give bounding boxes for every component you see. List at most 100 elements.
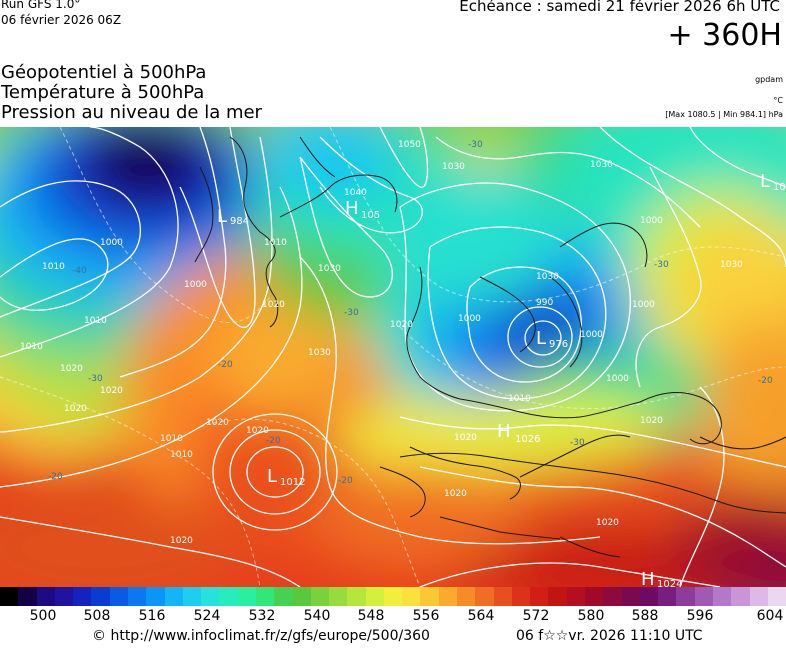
center-value: 10	[773, 182, 786, 193]
low-center-984: L 984	[217, 206, 249, 227]
isobar-label: 1020	[246, 426, 269, 436]
colorscale-swatch	[201, 587, 220, 606]
low-center-1012: L 1012	[267, 466, 305, 488]
center-value: 1012	[280, 477, 305, 488]
colorscale-label: 508	[83, 608, 111, 624]
colorscale-swatch	[402, 587, 421, 606]
pressure-centers: L 984 H 105 L 976 H 1026 L 1012 L 10	[217, 171, 786, 587]
center-letter: L	[267, 466, 277, 487]
colorscale-swatch	[566, 587, 585, 606]
colorscale-label: 580	[577, 608, 605, 624]
layer-geopotential-label: Géopotentiel à 500hPa	[1, 62, 207, 83]
temperature-label: -30	[654, 260, 669, 270]
colorscale-swatch	[548, 587, 567, 606]
center-value: 105	[361, 210, 380, 221]
colorscale-swatch	[237, 587, 256, 606]
colorscale-swatch	[347, 587, 366, 606]
colorscale-swatch	[255, 587, 275, 606]
colorscale-swatch	[767, 587, 786, 606]
isobar-label: 1020	[390, 320, 413, 330]
layer-pressure-label: Pression au niveau de la mer	[1, 102, 262, 123]
isobar-label: 1000	[100, 238, 123, 248]
weather-map: 1010 1000 1010 1000 1020 1020 1010 1020 …	[0, 127, 786, 587]
isobars	[0, 127, 786, 587]
isobar-label: 1030	[720, 260, 743, 270]
center-letter: H	[497, 421, 511, 442]
colorscale-swatch	[164, 587, 183, 606]
colorscale-swatch	[292, 587, 311, 606]
colorscale-swatch	[310, 587, 330, 606]
colorscale-swatch	[146, 587, 165, 606]
temperature-isotherms	[0, 127, 786, 587]
colorscale-swatch	[585, 587, 604, 606]
colorscale-swatch	[694, 587, 713, 606]
colorscale-label: 540	[303, 608, 331, 624]
isobar-label: 1030	[590, 160, 613, 170]
pressure-range: [Max 1080.5 | Min 984.1] hPa	[665, 110, 783, 119]
isobar-label: 1040	[344, 188, 367, 198]
isobar-label: 1000	[580, 330, 603, 340]
colorscale-label: 500	[29, 608, 57, 624]
temperature-label: -20	[758, 376, 773, 386]
isobar-label: 1030	[536, 272, 559, 282]
high-center-105: H 105	[345, 198, 380, 221]
colorscale-swatch	[329, 587, 348, 606]
colorscale-swatch	[676, 587, 695, 606]
geopotential-unit: gpdam	[755, 75, 783, 84]
forecast-horizon: + 360H	[667, 18, 783, 53]
isobar-label: 1020	[640, 416, 663, 426]
isobar-label: 1020	[100, 386, 123, 396]
isobar-label: 1010	[42, 262, 65, 272]
isobar-label: 1010	[508, 394, 531, 404]
colorscale-swatch	[274, 587, 293, 606]
colorscale-swatch	[420, 587, 439, 606]
colorscale-label: 532	[248, 608, 276, 624]
colorscale-swatch	[493, 587, 512, 606]
isobar-label: 1030	[442, 162, 465, 172]
temperature-label: -40	[72, 266, 87, 276]
colorscale-label: 524	[193, 608, 221, 624]
colorscale-swatch	[438, 587, 458, 606]
colorscale-labels: 500 508 516 524 532 540 548 556 564 572 580 588 596 6…	[0, 608, 786, 628]
high-center-1026: H 1026	[497, 421, 540, 445]
temperature-label: -30	[570, 438, 585, 448]
colorscale-swatch	[182, 587, 202, 606]
temperature-label: -30	[468, 140, 483, 150]
geopotential-colorscale	[0, 587, 786, 606]
run-date: 06 février 2026 06Z	[1, 13, 122, 27]
temperature-label: -20	[338, 476, 353, 486]
colorscale-swatch	[658, 587, 677, 606]
isobar-label: 1020	[596, 518, 619, 528]
center-value: 1026	[515, 434, 540, 445]
colorscale-swatch	[0, 587, 19, 606]
center-value: 1024	[657, 579, 682, 587]
colorscale-label: 556	[412, 608, 440, 624]
center-letter: L	[217, 206, 227, 227]
temperature-unit: °C	[773, 96, 783, 105]
colorscale-swatch	[511, 587, 531, 606]
colorscale-swatch	[731, 587, 750, 606]
colorscale-label: 588	[631, 608, 659, 624]
colorscale-swatch	[18, 587, 37, 606]
colorscale-swatch	[749, 587, 768, 606]
isobar-label: 1000	[184, 280, 207, 290]
isobar-label: 1030	[318, 264, 341, 274]
center-letter: H	[641, 569, 655, 587]
isobar-label: 1010	[84, 316, 107, 326]
layer-temperature-label: Température à 500hPa	[1, 82, 205, 103]
isobar-label: 1020	[444, 489, 467, 499]
colorscale-swatch	[219, 587, 238, 606]
colorscale-label: 516	[138, 608, 166, 624]
isobar-label: 1010	[264, 238, 287, 248]
run-title: Run GFS 1.0°	[1, 0, 81, 11]
isobar-labels: 1010 1000 1010 1000 1020 1020 1010 1020 …	[20, 140, 743, 546]
center-value: 984	[230, 216, 249, 227]
isobar-label: 1010	[160, 434, 183, 444]
temperature-label: -20	[218, 360, 233, 370]
temperature-labels: -40 -30 -30 -20 -30 -20 -20 -30 -30 -20 …	[48, 140, 773, 486]
colorscale-swatch	[127, 587, 147, 606]
colorscale-swatch	[383, 587, 403, 606]
colorscale-swatch	[475, 587, 494, 606]
isobar-label: 1020	[206, 418, 229, 428]
colorscale-swatch	[639, 587, 659, 606]
